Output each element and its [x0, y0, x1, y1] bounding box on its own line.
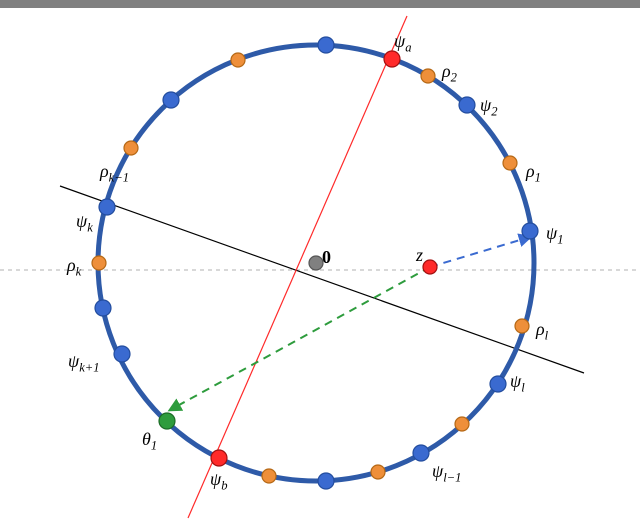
- node-rho_l: [515, 319, 529, 333]
- lbl_psi_2: ψ2: [480, 96, 497, 118]
- node-psi_1: [522, 223, 538, 239]
- circle-diagram: [0, 0, 640, 521]
- node-psi_kp1: [114, 346, 130, 362]
- node-rho_1: [503, 156, 517, 170]
- node-psi_b: [211, 450, 227, 466]
- lbl_rho_km1: ρk−1: [100, 162, 129, 184]
- node-blue_top: [318, 37, 334, 53]
- node-orange_b1: [262, 469, 276, 483]
- node-rho_k: [92, 256, 106, 270]
- origin-label: 0: [322, 248, 331, 266]
- node-psi_2: [459, 97, 475, 113]
- lbl_theta_1: θ1: [142, 430, 157, 452]
- lbl_rho_1: ρ1: [526, 162, 541, 184]
- node-orange_b2: [371, 465, 385, 479]
- node-psi_l: [490, 376, 506, 392]
- node-theta_1: [159, 413, 175, 429]
- node-rho_km1: [124, 141, 138, 155]
- lbl_psi_1: ψ1: [546, 224, 563, 246]
- node-orange_tl: [231, 53, 245, 67]
- node-rho_2: [421, 69, 435, 83]
- node-blue_l1: [95, 300, 111, 316]
- dashed-blue-arrow: [430, 237, 530, 267]
- lbl_psi_kp1: ψk+1: [68, 352, 100, 374]
- node-psi_lm1: [413, 445, 429, 461]
- lbl_psi_lm1: ψl−1: [432, 462, 461, 484]
- lbl_rho_2: ρ2: [442, 62, 457, 84]
- node-psi_k: [99, 199, 115, 215]
- lbl_rho_l: ρl: [536, 320, 548, 342]
- node-orange_b3: [455, 417, 469, 431]
- lbl_psi_k: ψk: [76, 212, 93, 234]
- lbl_rho_k: ρk: [67, 256, 81, 278]
- lbl_psi_b: ψb: [210, 470, 227, 492]
- node-origin: [309, 256, 323, 270]
- lbl_psi_l: ψl: [510, 372, 525, 394]
- red-diagonal-line: [188, 16, 407, 518]
- node-blue_b1: [318, 473, 334, 489]
- black-diagonal-line: [60, 186, 584, 373]
- lbl_psi_a: ψa: [394, 32, 411, 54]
- node-blue_tl: [163, 92, 179, 108]
- node-z: [423, 260, 437, 274]
- lbl_z: z: [416, 246, 423, 264]
- dashed-green-arrow: [170, 267, 430, 410]
